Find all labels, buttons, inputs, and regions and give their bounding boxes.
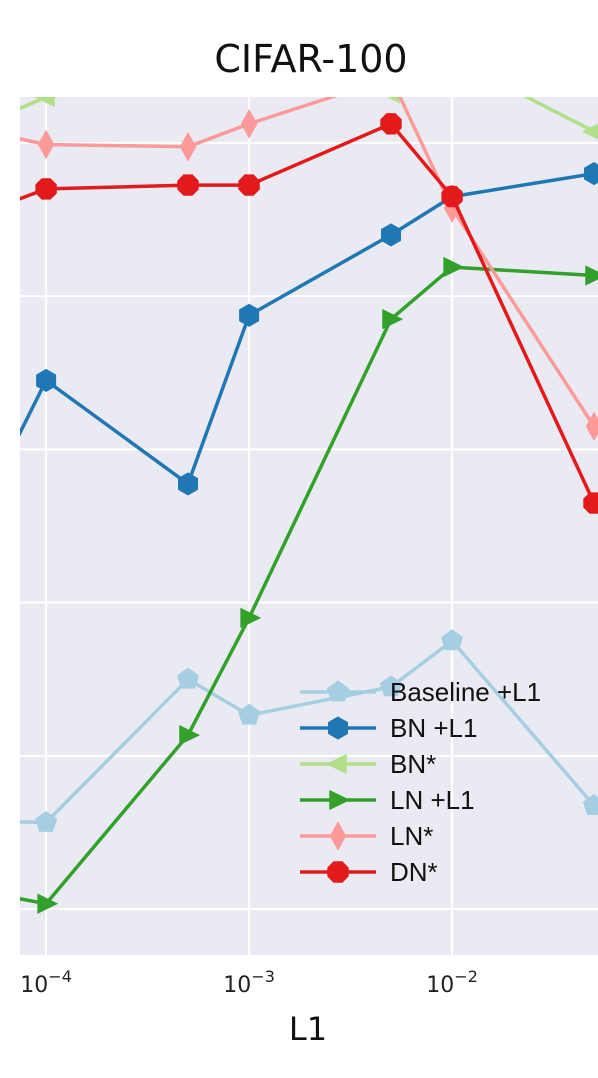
data-point-ln bbox=[585, 411, 598, 442]
legend-marker-bn-l1 bbox=[328, 716, 348, 740]
legend-label-baseline-l1: Baseline +L1 bbox=[390, 677, 541, 707]
x-tick-labels: 10−4 10−3 10−2 bbox=[20, 967, 478, 998]
data-point-bn-l1 bbox=[178, 472, 198, 496]
data-point-baseline-l1 bbox=[176, 667, 200, 689]
series-group bbox=[20, 49, 598, 914]
data-point-ln-l1 bbox=[240, 607, 262, 629]
plot-area bbox=[20, 97, 598, 955]
data-point-dn bbox=[238, 174, 260, 196]
legend-label-ln: LN* bbox=[390, 821, 433, 851]
data-point-ln-l1 bbox=[382, 309, 404, 330]
data-point-baseline-l1 bbox=[238, 703, 261, 725]
data-point-baseline-l1 bbox=[35, 810, 58, 832]
data-point-ln bbox=[240, 109, 258, 139]
data-point-dn bbox=[380, 113, 402, 135]
data-point-bn-l1 bbox=[584, 162, 598, 186]
data-point-bn bbox=[441, 49, 460, 68]
data-point-bn bbox=[33, 97, 55, 108]
data-point-ln bbox=[179, 132, 197, 162]
data-point-dn bbox=[441, 185, 463, 208]
data-point-ln-l1 bbox=[179, 724, 201, 746]
grid bbox=[20, 97, 598, 955]
data-point-ln bbox=[37, 129, 55, 160]
data-point-ln-l1 bbox=[443, 256, 465, 278]
legend-label-bn-l1: BN +L1 bbox=[390, 713, 477, 743]
chart-title: CIFAR-100 bbox=[214, 37, 407, 81]
legend-marker-baseline-l1 bbox=[326, 680, 350, 702]
data-point-ln-l1 bbox=[585, 265, 598, 286]
legend-marker-dn bbox=[327, 861, 349, 883]
data-point-baseline-l1 bbox=[582, 793, 598, 815]
data-point-bn-l1 bbox=[36, 368, 57, 392]
legend-marker-ln-l1 bbox=[329, 789, 351, 811]
x-axis-label: L1 bbox=[289, 1010, 327, 1048]
x-tick-label: 10−2 bbox=[426, 967, 478, 998]
legend-label-bn: BN* bbox=[390, 749, 436, 779]
data-point-dn bbox=[583, 492, 598, 514]
data-point-ln-l1 bbox=[37, 893, 59, 914]
legend-label-ln-l1: LN +L1 bbox=[390, 785, 475, 815]
legend-marker-ln bbox=[329, 821, 347, 851]
data-point-bn bbox=[386, 97, 400, 104]
data-point-bn-l1 bbox=[381, 223, 401, 247]
x-tick-label: 10−3 bbox=[223, 967, 275, 998]
data-point-bn bbox=[581, 123, 598, 140]
data-point-bn-l1 bbox=[239, 303, 260, 327]
data-point-dn bbox=[177, 174, 199, 196]
data-point-dn bbox=[35, 178, 57, 200]
data-point-bn bbox=[177, 68, 196, 87]
data-point-baseline-l1 bbox=[441, 629, 464, 651]
legend: Baseline +L1 BN +L1 BN* LN +L1 LN* DN* bbox=[300, 677, 541, 887]
legend-marker-bn bbox=[325, 753, 347, 775]
legend-label-dn: DN* bbox=[390, 857, 438, 887]
data-point-baseline-l1 bbox=[379, 675, 403, 697]
series-layer bbox=[20, 49, 598, 914]
x-tick-label: 10−4 bbox=[20, 967, 72, 998]
